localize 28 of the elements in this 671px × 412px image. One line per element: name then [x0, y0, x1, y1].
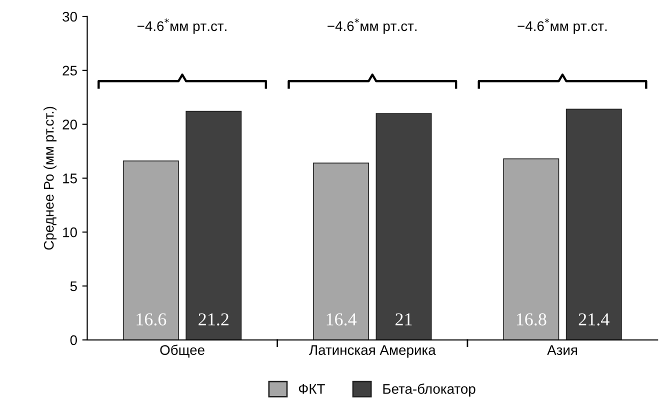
- data-label: 21.4: [578, 313, 610, 326]
- y-axis-title: Среднее Ро (мм рт.ст.): [44, 106, 57, 250]
- x-tick-label: Общее: [160, 344, 204, 358]
- y-tick-label: 25: [62, 66, 77, 76]
- data-label: 21.2: [198, 313, 228, 326]
- legend-label: ФКТ: [298, 384, 325, 394]
- bar: [376, 113, 432, 340]
- x-tick-label: Латинская Америка: [309, 345, 436, 358]
- x-tick-label: Азия: [547, 345, 578, 355]
- y-tick-label: 30: [62, 12, 77, 22]
- bar: [122, 160, 179, 340]
- bar: [186, 110, 242, 340]
- annotation: −4.6$^{*}$мм рт.ст.: [518, 18, 607, 34]
- annotation: −4.6$^{*}$мм рт.ст.: [137, 18, 226, 34]
- y-tick-label: 10: [63, 227, 77, 238]
- bar: [566, 108, 622, 340]
- y-tick-label: 15: [63, 174, 77, 184]
- bar: [313, 162, 370, 340]
- legend-label: Бета-блокатор: [383, 384, 476, 397]
- data-label: 16.4: [326, 313, 357, 326]
- y-tick-label: 5: [70, 281, 77, 292]
- data-label: 21: [396, 313, 412, 326]
- annotation: −4.6$^{*}$мм рт.ст.: [328, 18, 417, 34]
- bar: [503, 158, 560, 340]
- y-tick-label: 0: [70, 335, 77, 346]
- y-tick-label: 20: [62, 120, 77, 130]
- data-label: 16.6: [136, 313, 166, 326]
- data-label: 16.8: [516, 313, 546, 326]
